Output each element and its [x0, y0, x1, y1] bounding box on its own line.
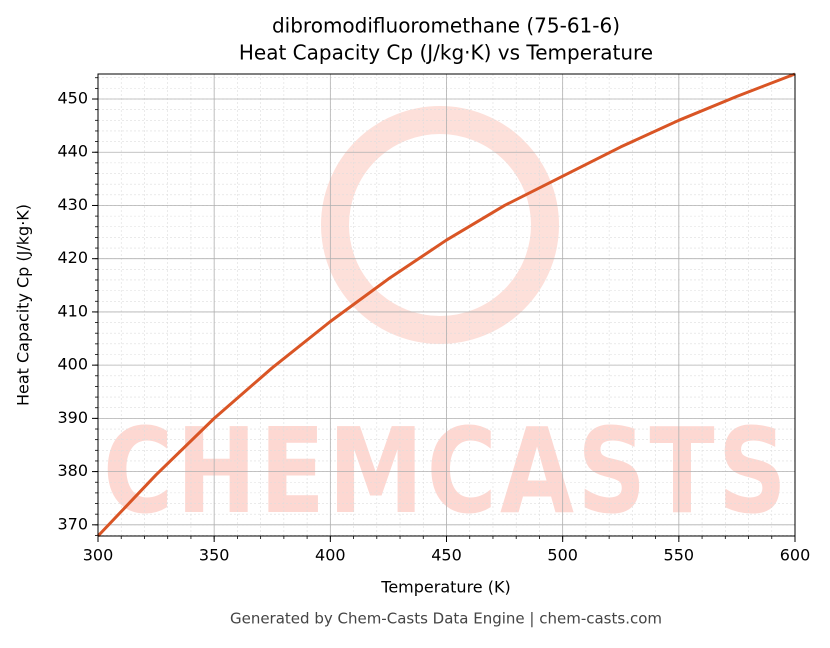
x-tick-label: 300: [83, 546, 114, 565]
x-tick-label: 500: [547, 546, 578, 565]
y-tick-label: 410: [57, 301, 88, 320]
y-tick-label: 420: [57, 248, 88, 267]
plot-frame: [97, 73, 796, 537]
watermark-logo: [321, 106, 559, 344]
chart-title: dibromodifluoromethane (75-61-6): [272, 14, 620, 38]
data-line: [96, 72, 796, 538]
y-axis-label: Heat Capacity Cp (J/kg·K): [14, 204, 33, 406]
y-tick-label: 380: [57, 461, 88, 480]
footer: Generated by Chem-Casts Data Engine | ch…: [230, 610, 662, 628]
y-tick-label: 440: [57, 142, 88, 161]
y-tick-label: 390: [57, 408, 88, 427]
x-tick-label: 400: [315, 546, 346, 565]
y-tick-label: 430: [57, 195, 88, 214]
x-tick-label: 600: [780, 546, 811, 565]
y-tick-label: 370: [57, 514, 88, 533]
x-axis-label: Temperature (K): [380, 578, 510, 597]
x-tick-label: 450: [431, 546, 462, 565]
chart-subtitle: Heat Capacity Cp (J/kg·K) vs Temperature: [239, 41, 653, 65]
x-tick-label: 550: [664, 546, 695, 565]
x-tick-label: 350: [199, 546, 230, 565]
y-tick-label: 450: [57, 89, 88, 108]
y-tick-label: 400: [57, 355, 88, 374]
